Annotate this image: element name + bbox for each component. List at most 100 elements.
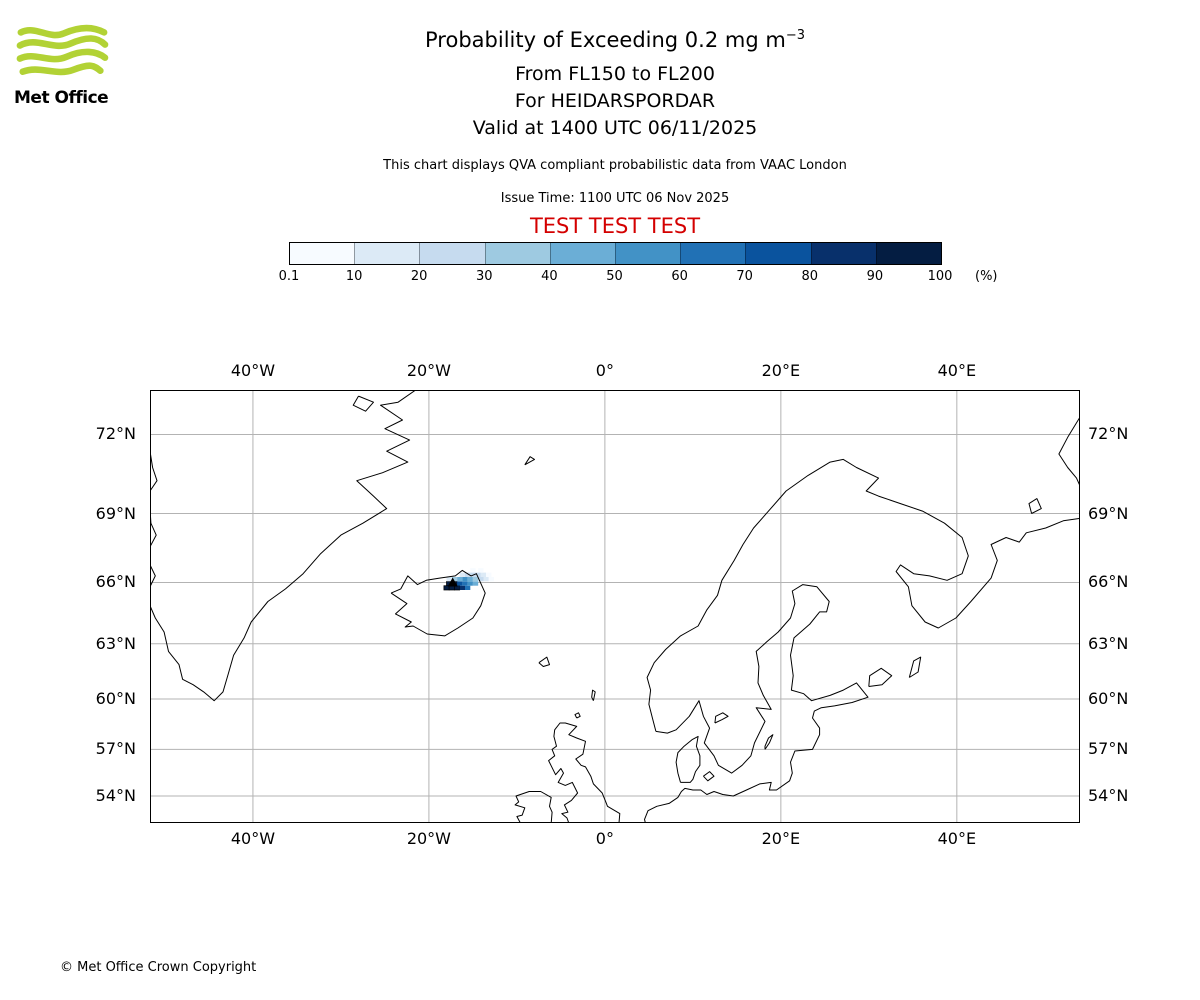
map-area xyxy=(149,389,1081,824)
coastline-jan_mayen xyxy=(524,456,535,466)
colorbar-segment xyxy=(680,243,746,264)
probability-cell xyxy=(472,577,479,582)
lon-label-bottom: 40°E xyxy=(937,829,977,848)
copyright-text: © Met Office Crown Copyright xyxy=(60,960,257,975)
page-title-text: Probability of Exceeding 0.2 mg m xyxy=(425,28,786,52)
lon-label-bottom: 20°E xyxy=(761,829,801,848)
lat-label-right: 57°N xyxy=(1088,739,1129,759)
colorbar-segment xyxy=(484,243,550,264)
coastline-greenland_island xyxy=(352,395,374,412)
lon-label-bottom: 0° xyxy=(595,829,614,848)
coastline-kolguyev xyxy=(1028,498,1042,514)
lat-label-right: 69°N xyxy=(1088,503,1129,523)
probability-cell xyxy=(480,572,487,577)
lon-label-bottom: 40°W xyxy=(230,829,276,848)
coastline-novaya_zemlya xyxy=(1058,416,1081,487)
probability-cell xyxy=(465,572,471,577)
coastline-baltic_northsea xyxy=(644,584,869,824)
colorbar-tick-label: 40 xyxy=(541,269,558,284)
probability-cell xyxy=(459,585,465,590)
probability-cell xyxy=(451,577,458,582)
test-banner: TEST TEST TEST xyxy=(529,214,701,238)
coastline-shetland xyxy=(591,689,596,701)
colorbar-tick-label: 20 xyxy=(410,269,428,284)
subtitle-flight-levels: From FL150 to FL200 xyxy=(515,63,715,85)
lat-label-left: 57°N xyxy=(95,739,136,759)
lat-label-left: 69°N xyxy=(95,503,136,523)
volcano-marker xyxy=(447,577,458,587)
coastline-lake_ladoga xyxy=(868,667,893,687)
lon-label-bottom: 20°W xyxy=(406,829,451,848)
metoffice-logo-text: Met Office xyxy=(14,88,109,108)
lat-label-left: 54°N xyxy=(95,785,136,805)
probability-cell xyxy=(457,581,463,586)
colorbar-tick-label: 100 xyxy=(927,269,953,284)
map-border xyxy=(150,390,1080,823)
probability-cell xyxy=(478,568,484,573)
colorbar-segments xyxy=(289,242,942,265)
subtitle-valid-time: Valid at 1400 UTC 06/11/2025 xyxy=(472,117,758,139)
colorbar-tick-label: 0.1 xyxy=(278,269,300,284)
probability-cell xyxy=(470,568,476,573)
page-title-superscript: −3 xyxy=(785,28,805,43)
lat-label-left: 63°N xyxy=(95,633,136,653)
coastline-ireland xyxy=(514,791,553,824)
coastline-gotland xyxy=(764,734,774,750)
coastline-orkney xyxy=(574,712,581,719)
coastline-lake_vanern xyxy=(714,712,729,724)
colorbar-tick-label: 10 xyxy=(345,269,363,284)
probability-cell xyxy=(467,577,473,582)
lon-label-top: 40°E xyxy=(937,361,977,380)
coastline-greenland_west3 xyxy=(149,451,158,492)
coastline-lake_onega xyxy=(908,656,922,678)
colorbar-segment xyxy=(549,243,616,264)
colorbar-segment xyxy=(810,243,876,264)
colorbar-segment xyxy=(875,243,942,264)
colorbar-segment xyxy=(615,243,681,264)
colorbar-segment xyxy=(354,243,420,264)
coastline-iceland xyxy=(390,569,486,637)
lat-label-right: 60°N xyxy=(1088,688,1129,708)
metoffice-logo: Met Office xyxy=(14,24,124,108)
map-svg xyxy=(149,389,1081,824)
colorbar-tick-label: 90 xyxy=(866,269,884,284)
colorbar-unit: (%) xyxy=(975,269,998,284)
coastline-jutland xyxy=(675,735,701,783)
probability-cell xyxy=(478,577,484,582)
lon-label-top: 40°W xyxy=(230,361,276,380)
colorbar-segment xyxy=(419,243,485,264)
colorbar-tick-label: 50 xyxy=(606,269,623,284)
lat-label-right: 54°N xyxy=(1088,785,1129,805)
probability-cell xyxy=(475,572,481,577)
colorbar-segment xyxy=(290,243,355,264)
probability-cell xyxy=(459,572,465,577)
lon-label-top: 0° xyxy=(595,361,614,380)
lat-label-right: 63°N xyxy=(1088,633,1129,653)
subtitle-volcano: For HEIDARSPORDAR xyxy=(514,90,716,112)
metoffice-logo-waves xyxy=(16,24,109,76)
probability-cell xyxy=(457,577,463,582)
coastline-greenland_west1 xyxy=(149,564,156,588)
lat-label-left: 66°N xyxy=(95,572,136,592)
colorbar-segment xyxy=(745,243,811,264)
colorbar-tick-label: 80 xyxy=(801,269,819,284)
colorbar-tick-label: 70 xyxy=(736,269,753,284)
probability-cell xyxy=(446,577,452,582)
colorbar-tick-label: 30 xyxy=(476,269,493,284)
coastline-faroe xyxy=(538,656,550,667)
coastline-zealand xyxy=(703,771,715,782)
page-title: Probability of Exceeding 0.2 mg m−3 xyxy=(30,28,1200,52)
probability-cell xyxy=(483,577,489,582)
probability-cell xyxy=(462,581,468,586)
lat-label-left: 72°N xyxy=(95,424,136,444)
probability-cell xyxy=(465,585,471,590)
lat-label-left: 60°N xyxy=(95,688,136,708)
coastline-great_britain xyxy=(548,722,621,824)
colorbar-tick-label: 60 xyxy=(671,269,688,284)
lon-label-top: 20°E xyxy=(761,361,801,380)
probability-cell xyxy=(467,581,473,586)
coastline-norway_kola_whitesea xyxy=(646,458,1081,732)
qva-description: This chart displays QVA compliant probab… xyxy=(383,158,847,173)
lon-label-top: 20°W xyxy=(406,361,451,380)
